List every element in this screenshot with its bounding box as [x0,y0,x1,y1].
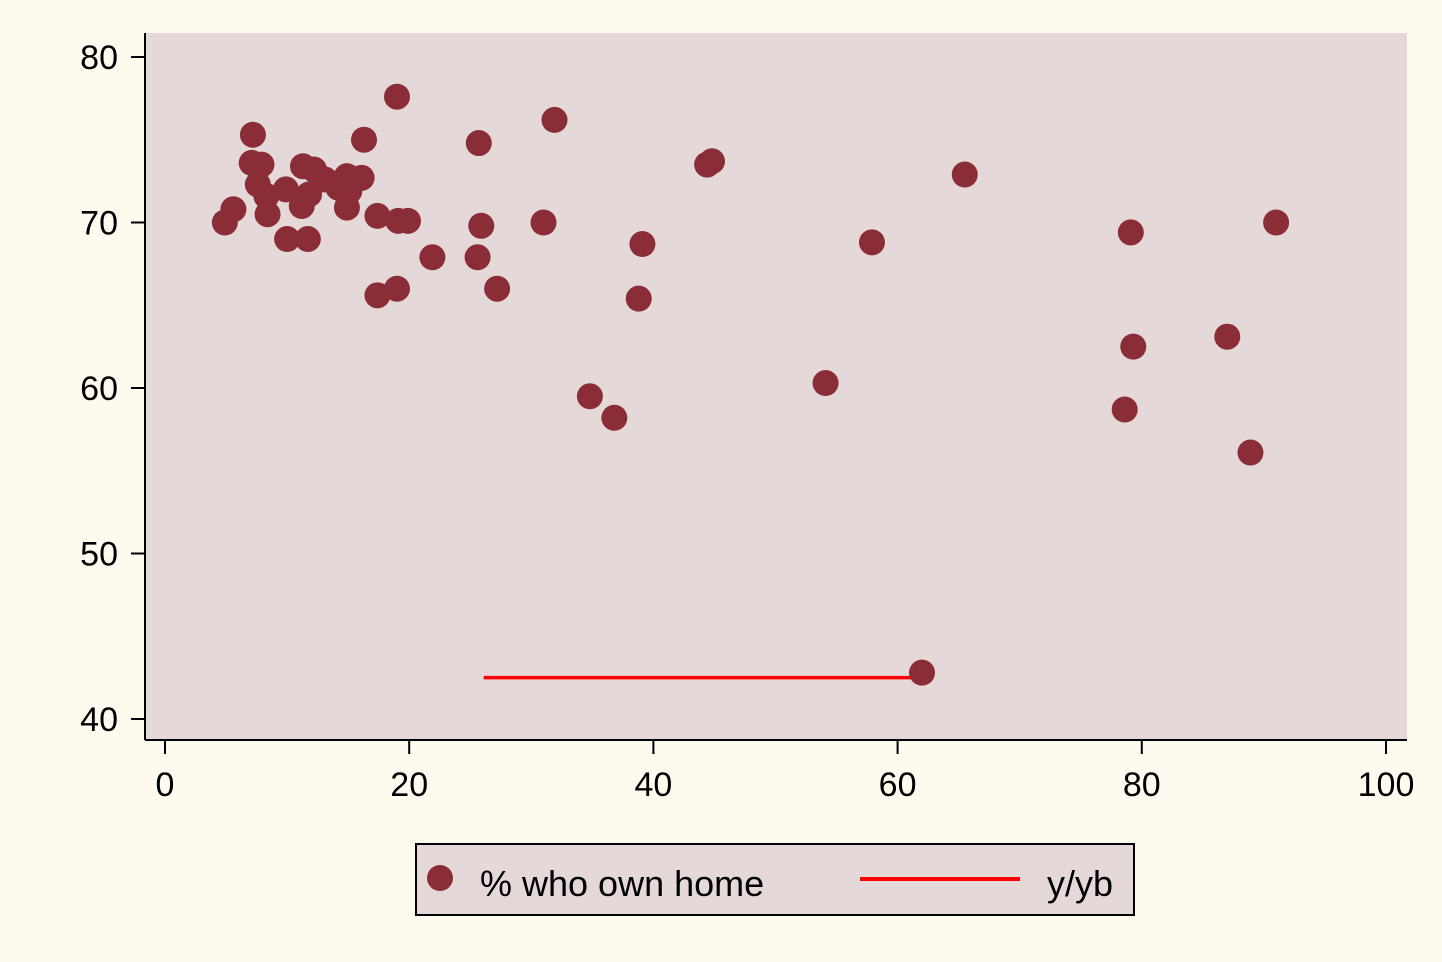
plot-area [145,33,1407,740]
scatter-point [1120,333,1147,360]
scatter-point [576,383,603,410]
scatter-point [419,244,446,271]
scatter-point [1237,439,1264,466]
scatter-point [909,659,936,686]
y-axis-ticks: 40 50 60 70 80 [80,39,145,739]
scatter-point [364,282,391,309]
scatter-point [541,106,568,133]
scatter-point [333,194,360,221]
scatter-point [601,404,628,431]
scatter-point [272,176,299,203]
x-tick-label: 20 [390,766,428,804]
x-tick-label: 60 [879,766,917,804]
scatter-point [1111,396,1138,423]
scatter-point [625,285,652,312]
scatter-point [383,83,410,110]
scatter-point [465,130,492,157]
y-tick-label: 50 [80,536,118,574]
scatter-point [220,196,247,223]
scatter-point [484,275,511,302]
scatter-point [1117,219,1144,246]
scatter-point [274,226,301,253]
legend-label-series-1: % who own home [480,863,764,904]
scatter-point [364,202,391,229]
scatter-point [239,121,266,148]
scatter-point [951,161,978,188]
y-tick-label: 80 [80,39,118,77]
x-tick-label: 40 [634,766,672,804]
scatter-point [394,207,421,234]
scatter-point [294,226,321,253]
scatter-point [464,244,491,271]
scatter-point [530,209,557,236]
x-tick-label: 100 [1358,766,1415,804]
y-tick-label: 60 [80,370,118,408]
scatter-point [248,151,275,178]
scatter-point [858,229,885,256]
scatter-point [383,275,410,302]
scatter-point [699,148,726,175]
x-tick-label: 80 [1123,766,1161,804]
scatter-point [1214,323,1241,350]
y-tick-label: 70 [80,205,118,243]
x-axis-ticks: 0 20 40 60 80 100 [156,740,1415,804]
scatter-point [1263,209,1290,236]
scatter-point [348,164,375,191]
scatter-point [812,370,839,397]
y-tick-label: 40 [80,701,118,739]
legend-label-series-2: y/yb [1047,863,1113,904]
legend-marker-icon [427,865,453,891]
scatter-point [254,201,281,228]
scatter-point [629,231,656,258]
legend: % who own home y/yb [415,843,1135,916]
scatter-point [351,126,378,153]
scatter-series-group [211,83,1290,686]
x-tick-label: 0 [156,766,175,804]
scatter-point [468,212,495,239]
